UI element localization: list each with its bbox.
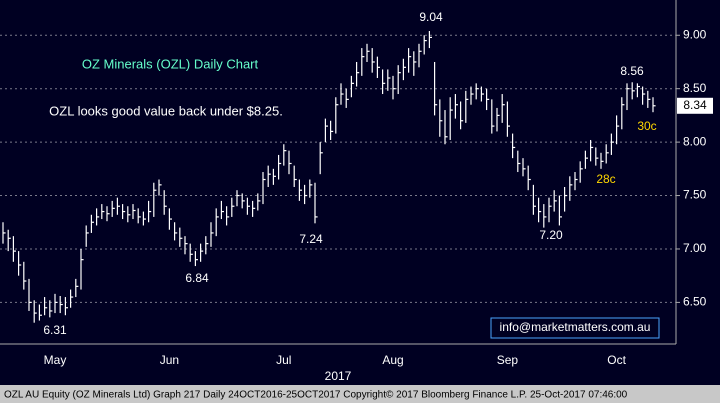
y-tick-label: 7.50 (683, 188, 707, 202)
annotation: 28c (596, 172, 615, 186)
contact-box (490, 317, 660, 339)
x-tick-label: Sep (497, 353, 519, 367)
annotation: 6.84 (185, 271, 209, 285)
x-tick-label: Aug (382, 353, 403, 367)
y-tick-label: 9.00 (683, 27, 707, 41)
x-tick-label: Oct (607, 353, 626, 367)
x-tick-label: Jun (160, 353, 179, 367)
x-tick-label: Jul (276, 353, 291, 367)
chart-subtitle: OZL looks good value back under $8.25. (49, 103, 283, 118)
x-axis-label: 2017 (325, 369, 352, 383)
annotation: 7.24 (299, 232, 323, 246)
annotation: 30c (637, 119, 656, 133)
last-price-box (677, 97, 713, 114)
y-tick-label: 8.50 (683, 81, 707, 95)
last-price: 8.34 (683, 98, 707, 112)
chart-title: OZ Minerals (OZL) Daily Chart (82, 56, 259, 71)
annotation: 6.31 (43, 323, 67, 337)
x-tick-label: May (44, 353, 67, 367)
annotation: 9.04 (419, 10, 443, 24)
y-tick-label: 6.50 (683, 295, 707, 309)
footer-text: OZL AU Equity (OZ Minerals Ltd) Graph 21… (4, 390, 628, 401)
annotation: 8.56 (620, 64, 644, 78)
y-tick-label: 8.00 (683, 134, 707, 148)
contact: info@marketmatters.com.au (500, 320, 651, 334)
footer-bar (0, 385, 720, 403)
y-tick-label: 7.00 (683, 241, 707, 255)
annotation: 7.20 (539, 228, 563, 242)
